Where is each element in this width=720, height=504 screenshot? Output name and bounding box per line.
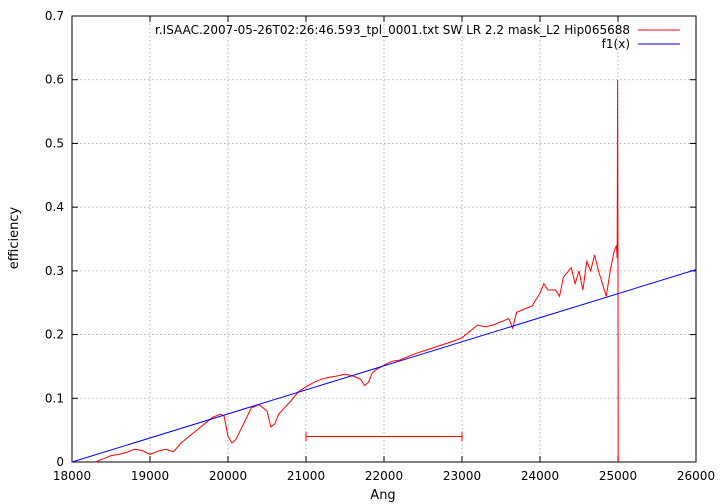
- x-axis-label: Ang: [370, 488, 395, 503]
- y-tick-label: 0.7: [45, 9, 64, 23]
- tick-labels: 18000 19000 20000 21000 22000 23000 24000 25000…: [45, 9, 715, 483]
- x-tick-label: 26000: [677, 469, 715, 483]
- y-tick-label: 0.6: [45, 73, 64, 87]
- y-tick-label: 0: [56, 455, 64, 469]
- series-group: [71, 79, 697, 463]
- x-tick-label: 21000: [287, 469, 325, 483]
- y-axis-label: efficiency: [7, 206, 22, 269]
- series-line-1: [95, 79, 619, 463]
- x-tick-label: 20000: [209, 469, 247, 483]
- y-tick-label: 0.4: [45, 200, 64, 214]
- y-tick-label: 0.3: [45, 264, 64, 278]
- legend-label-1: r.ISAAC.2007-05-26T02:26:46.593_tpl_0001…: [155, 23, 630, 37]
- y-tick-label: 0.1: [45, 391, 64, 405]
- x-tick-label: 18000: [53, 469, 91, 483]
- x-tick-label: 24000: [521, 469, 559, 483]
- x-tick-label: 19000: [131, 469, 169, 483]
- x-tick-label: 25000: [599, 469, 637, 483]
- plot-frame: [71, 15, 697, 463]
- axes: [71, 15, 697, 463]
- legend: r.ISAAC.2007-05-26T02:26:46.593_tpl_0001…: [155, 23, 680, 51]
- y-tick-label: 0.5: [45, 136, 64, 150]
- grid: [72, 16, 696, 462]
- x-tick-label: 22000: [365, 469, 403, 483]
- y-tick-label: 0.2: [45, 328, 64, 342]
- series-line-2: [71, 269, 697, 463]
- x-tick-label: 23000: [443, 469, 481, 483]
- legend-label-2: f1(x): [602, 37, 630, 51]
